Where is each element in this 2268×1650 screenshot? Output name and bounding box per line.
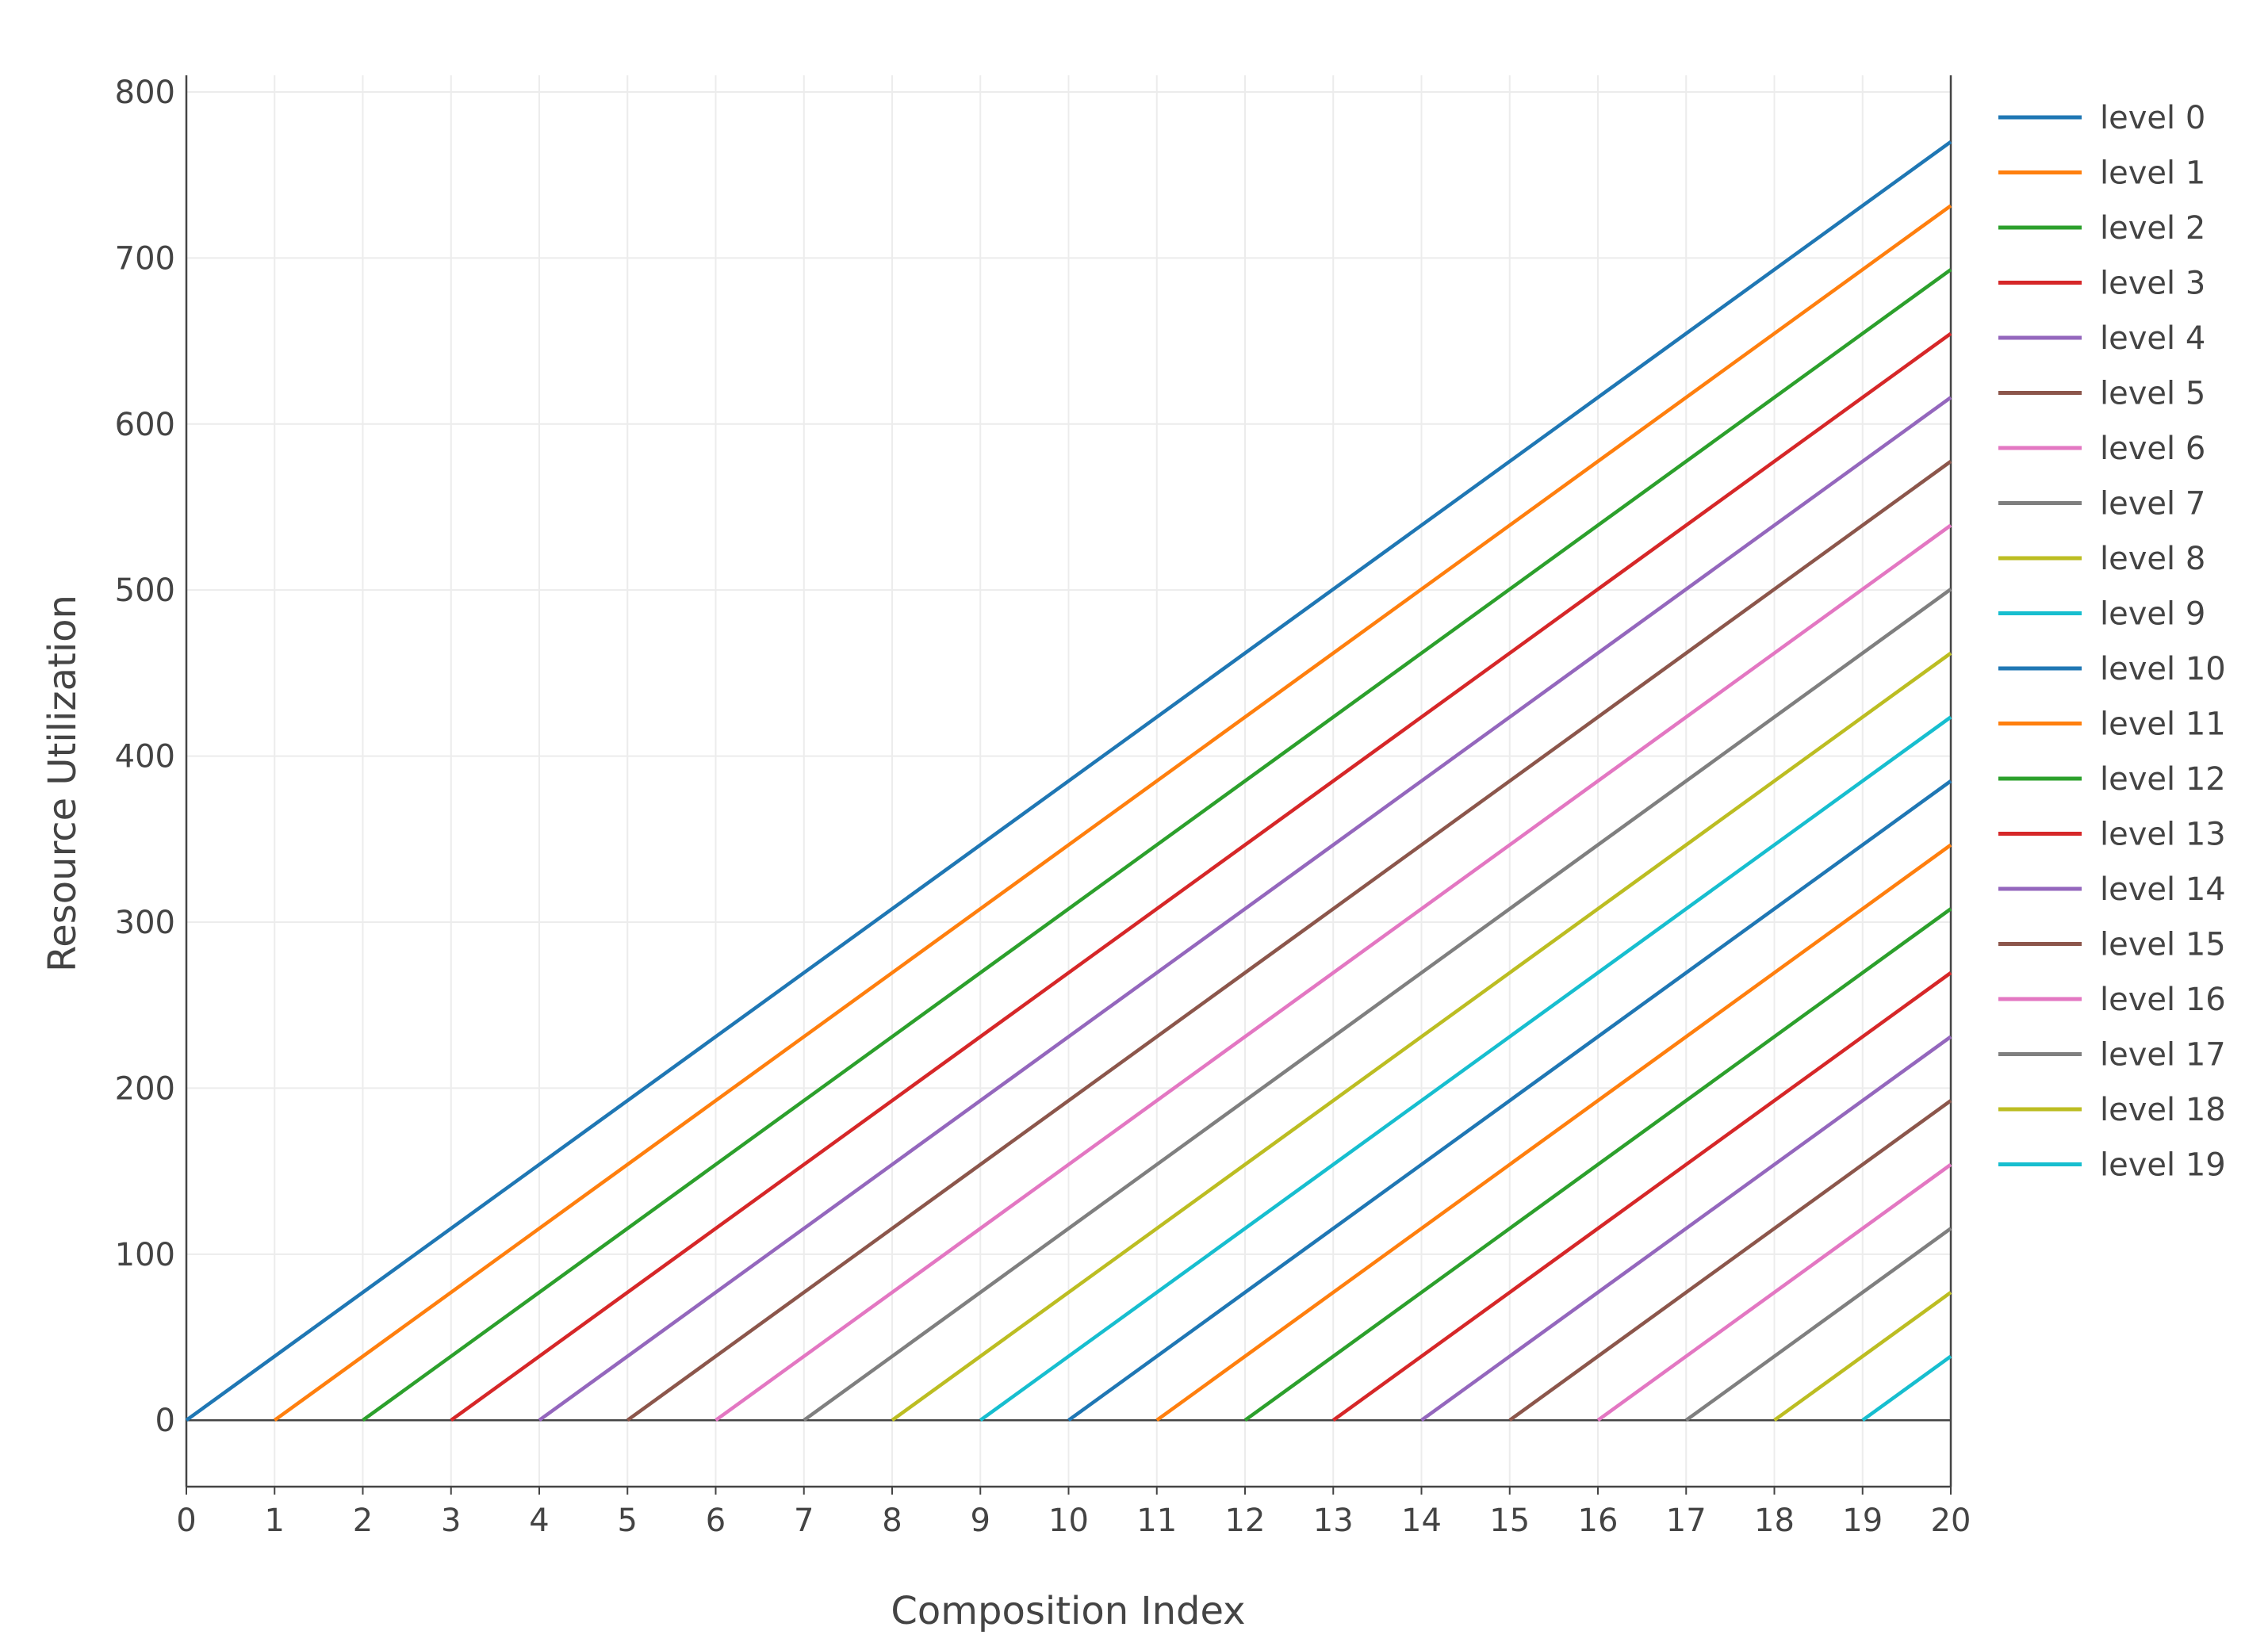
legend-label: level 17: [2100, 1037, 2226, 1074]
x-tick-label: 2: [353, 1503, 373, 1539]
legend[interactable]: level 0 level 1 level 2 level 3 level 4 level…: [1998, 100, 2226, 1184]
x-tick-label: 7: [794, 1503, 814, 1539]
series-line-level-3: [450, 331, 1952, 1422]
y-tick-label: 400: [115, 739, 175, 775]
legend-item[interactable]: level 18: [1998, 1092, 2226, 1128]
legend-label: level 19: [2100, 1147, 2226, 1184]
x-tick-label: 19: [1842, 1503, 1883, 1539]
legend-item[interactable]: level 10: [1998, 651, 2226, 687]
legend-item[interactable]: level 5: [1998, 376, 2205, 412]
x-tick-label: 12: [1225, 1503, 1266, 1539]
legend-label: level 1: [2100, 155, 2205, 192]
x-tick-label: 14: [1401, 1503, 1442, 1539]
x-tick-label: 15: [1489, 1503, 1530, 1539]
legend-item[interactable]: level 12: [1998, 761, 2226, 798]
legend-label: level 2: [2100, 210, 2205, 247]
series-line-level-16: [1596, 1162, 1952, 1422]
x-tick-label: 8: [882, 1503, 902, 1539]
series-line-level-18: [1773, 1291, 1952, 1422]
x-tick-label: 3: [441, 1503, 461, 1539]
x-tick-label: 20: [1931, 1503, 1971, 1539]
legend-label: level 10: [2100, 651, 2226, 687]
series-line-level-10: [1067, 779, 1952, 1422]
x-tick-label: 16: [1578, 1503, 1619, 1539]
legend-label: level 16: [2100, 982, 2226, 1018]
x-tick-label: 5: [618, 1503, 638, 1539]
legend-item[interactable]: level 11: [1998, 706, 2226, 743]
y-tick-labels: 0 100 200 300 400 500 600 700 800: [115, 75, 175, 1439]
series-line-level-8: [891, 651, 1952, 1422]
legend-item[interactable]: level 16: [1998, 982, 2226, 1018]
legend-label: level 9: [2100, 596, 2205, 633]
series-line-level-19: [1861, 1354, 1952, 1422]
x-axis-title: Composition Index: [891, 1589, 1245, 1633]
x-tick-label: 0: [176, 1503, 196, 1539]
legend-label: level 13: [2100, 817, 2226, 853]
x-tick-label: 10: [1048, 1503, 1089, 1539]
legend-label: level 18: [2100, 1092, 2226, 1128]
y-axis-title: Resource Utilization: [40, 595, 85, 972]
legend-label: level 3: [2100, 266, 2205, 302]
legend-label: level 12: [2100, 761, 2226, 798]
legend-label: level 14: [2100, 871, 2226, 908]
series-line-level-0: [185, 140, 1952, 1422]
x-tick-label: 9: [971, 1503, 990, 1539]
legend-label: level 4: [2100, 320, 2205, 357]
legend-item[interactable]: level 13: [1998, 817, 2226, 853]
x-tick-label: 18: [1754, 1503, 1795, 1539]
legend-item[interactable]: level 2: [1998, 210, 2205, 247]
series-line-level-15: [1508, 1099, 1952, 1422]
x-tick-label: 4: [529, 1503, 549, 1539]
legend-label: level 15: [2100, 927, 2226, 963]
series-line-level-6: [714, 523, 1952, 1422]
series-line-level-14: [1420, 1035, 1952, 1422]
legend-item[interactable]: level 9: [1998, 596, 2205, 633]
x-tick-labels: 0 1 2 3 4 5 6 7 8 9 10 11 12 13 14 15 16 17 18 19 20: [176, 1503, 1971, 1539]
legend-label: level 5: [2100, 376, 2205, 412]
y-tick-label: 800: [115, 75, 175, 111]
legend-label: level 6: [2100, 431, 2205, 467]
series-line-level-17: [1684, 1227, 1952, 1422]
x-tick-label: 6: [706, 1503, 726, 1539]
series-line-level-1: [273, 204, 1952, 1422]
series-line-level-7: [803, 588, 1952, 1422]
series-line-level-5: [626, 460, 1952, 1422]
legend-item[interactable]: level 17: [1998, 1037, 2226, 1074]
series-line-level-9: [979, 715, 1952, 1422]
y-tick-label: 200: [115, 1070, 175, 1107]
series-line-level-2: [362, 268, 1952, 1422]
series-line-level-11: [1155, 843, 1952, 1422]
legend-item[interactable]: level 3: [1998, 266, 2205, 302]
y-tick-label: 700: [115, 240, 175, 277]
legend-label: level 0: [2100, 100, 2205, 136]
x-tick-label: 13: [1313, 1503, 1354, 1539]
legend-item[interactable]: level 0: [1998, 100, 2205, 136]
legend-item[interactable]: level 15: [1998, 927, 2226, 963]
series-line-level-4: [538, 396, 1952, 1422]
legend-item[interactable]: level 19: [1998, 1147, 2226, 1184]
y-tick-label: 600: [115, 407, 175, 443]
x-tick-label: 17: [1666, 1503, 1707, 1539]
series-lines: [185, 140, 1952, 1422]
legend-label: level 8: [2100, 541, 2205, 577]
legend-label: level 11: [2100, 706, 2226, 743]
legend-item[interactable]: level 6: [1998, 431, 2205, 467]
y-tick-label: 100: [115, 1237, 175, 1273]
legend-item[interactable]: level 8: [1998, 541, 2205, 577]
legend-label: level 7: [2100, 486, 2205, 523]
legend-item[interactable]: level 14: [1998, 871, 2226, 908]
series-line-level-12: [1243, 907, 1952, 1422]
y-tick-label: 300: [115, 905, 175, 941]
legend-item[interactable]: level 4: [1998, 320, 2205, 357]
x-tick-label: 1: [265, 1503, 285, 1539]
legend-item[interactable]: level 7: [1998, 486, 2205, 523]
legend-item[interactable]: level 1: [1998, 155, 2205, 192]
x-tick-label: 11: [1136, 1503, 1177, 1539]
series-line-level-13: [1331, 971, 1952, 1422]
y-tick-label: 500: [115, 572, 175, 609]
y-tick-label: 0: [155, 1403, 175, 1439]
